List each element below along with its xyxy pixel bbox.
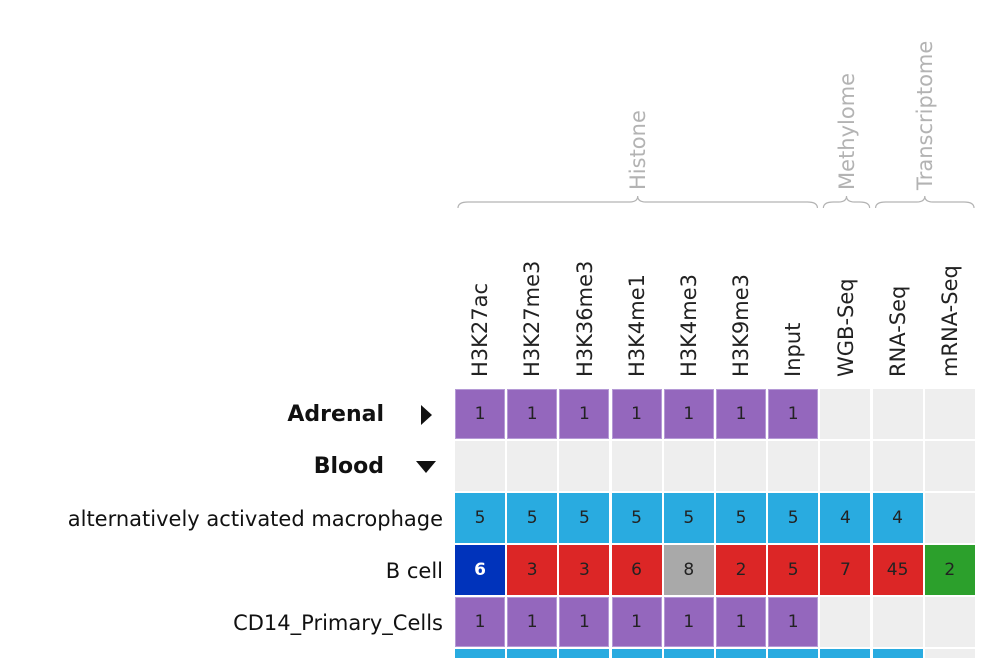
matrix-cell	[924, 493, 975, 543]
column-label-mrna-seq[interactable]: mRNA-Seq	[937, 265, 962, 377]
triangle-down-icon[interactable]	[414, 441, 438, 493]
matrix-cell[interactable]	[768, 649, 819, 658]
matrix-cell[interactable]	[663, 649, 714, 658]
matrix-cell[interactable]	[559, 649, 610, 658]
matrix-cell	[455, 441, 505, 491]
matrix-cell[interactable]: 1	[663, 389, 714, 439]
row-label: alternatively activated macrophage	[67, 507, 443, 531]
matrix-cell	[820, 441, 871, 491]
matrix-cell[interactable]: 8	[663, 545, 714, 595]
group-row-label[interactable]: Adrenal	[287, 402, 384, 427]
matrix-cell[interactable]: 4	[872, 493, 923, 543]
column-label-h3k27ac[interactable]: H3K27ac	[468, 282, 493, 377]
matrix-cell[interactable]: 5	[768, 545, 819, 595]
matrix-cell[interactable]: 1	[559, 597, 610, 647]
matrix-cell[interactable]: 1	[716, 389, 766, 439]
matrix-cell[interactable]: 2	[924, 545, 975, 595]
matrix-cell[interactable]: 6	[611, 545, 662, 595]
matrix-cell[interactable]: 45	[872, 545, 923, 595]
matrix-cell[interactable]: 1	[507, 389, 558, 439]
matrix-cell[interactable]: 5	[507, 493, 558, 543]
matrix-cell[interactable]	[611, 649, 662, 658]
matrix-cell	[507, 441, 558, 491]
matrix-cell	[872, 441, 923, 491]
matrix-cell[interactable]: 5	[611, 493, 662, 543]
triangle-right-icon[interactable]	[414, 389, 438, 441]
matrix-cell	[768, 441, 819, 491]
matrix-cell[interactable]: 5	[455, 493, 505, 543]
matrix-cell[interactable]: 2	[716, 545, 766, 595]
matrix-cell	[924, 649, 975, 658]
column-label-rna-seq[interactable]: RNA-Seq	[885, 285, 910, 377]
matrix-cell[interactable]: 5	[663, 493, 714, 543]
column-label-input[interactable]: Input	[781, 322, 806, 377]
matrix-cell[interactable]: 5	[768, 493, 819, 543]
column-label-wgb-seq[interactable]: WGB-Seq	[833, 278, 858, 377]
column-label-h3k4me1[interactable]: H3K4me1	[624, 273, 649, 377]
row-label: B cell	[385, 559, 443, 583]
matrix-cell[interactable]	[820, 649, 871, 658]
matrix-cell[interactable]: 1	[768, 597, 819, 647]
matrix-cell[interactable]: 1	[611, 597, 662, 647]
brace-histone	[457, 195, 818, 209]
matrix-cell	[872, 389, 923, 439]
row-label: CD14_Primary_Cells	[233, 611, 443, 635]
group-braces	[457, 195, 975, 209]
matrix-cell	[820, 389, 871, 439]
matrix-cell[interactable]: 1	[768, 389, 819, 439]
matrix-cell[interactable]: 1	[455, 597, 505, 647]
matrix-cell[interactable]: 1	[663, 597, 714, 647]
matrix-cell[interactable]: 1	[611, 389, 662, 439]
matrix-cell[interactable]	[716, 649, 766, 658]
matrix-cell	[872, 597, 923, 647]
matrix-cell[interactable]: 1	[507, 597, 558, 647]
group-label-methylome: Methylome	[834, 72, 859, 190]
column-label-h3k9me3[interactable]: H3K9me3	[729, 273, 754, 377]
matrix-cell[interactable]: 7	[820, 545, 871, 595]
matrix-cell[interactable]: 3	[507, 545, 558, 595]
column-label-h3k27me3[interactable]: H3K27me3	[520, 260, 545, 377]
matrix-cell	[924, 389, 975, 439]
matrix-cell[interactable]	[507, 649, 558, 658]
matrix-cell[interactable]: 5	[559, 493, 610, 543]
brace-methylome	[822, 195, 871, 209]
matrix-cell	[820, 597, 871, 647]
matrix-cell	[924, 441, 975, 491]
matrix-cell[interactable]: 1	[716, 597, 766, 647]
brace-transcriptome	[875, 195, 975, 209]
matrix-cell[interactable]	[455, 649, 505, 658]
column-label-h3k36me3[interactable]: H3K36me3	[572, 260, 597, 377]
matrix-cell[interactable]: 6	[455, 545, 505, 595]
group-label-histone: Histone	[625, 110, 650, 190]
matrix-cell	[559, 441, 610, 491]
group-label-transcriptome: Transcriptome	[912, 40, 937, 190]
group-row-label[interactable]: Blood	[313, 454, 384, 479]
matrix-cell	[716, 441, 766, 491]
matrix-cell	[663, 441, 714, 491]
matrix-cell	[611, 441, 662, 491]
matrix-cell[interactable]: 5	[716, 493, 766, 543]
matrix-cell[interactable]: 1	[559, 389, 610, 439]
matrix-cell[interactable]: 4	[820, 493, 871, 543]
matrix-cell	[924, 597, 975, 647]
matrix-cell[interactable]: 3	[559, 545, 610, 595]
matrix-cell[interactable]: 1	[455, 389, 505, 439]
matrix-cell[interactable]	[872, 649, 923, 658]
column-label-h3k4me3[interactable]: H3K4me3	[676, 273, 701, 377]
